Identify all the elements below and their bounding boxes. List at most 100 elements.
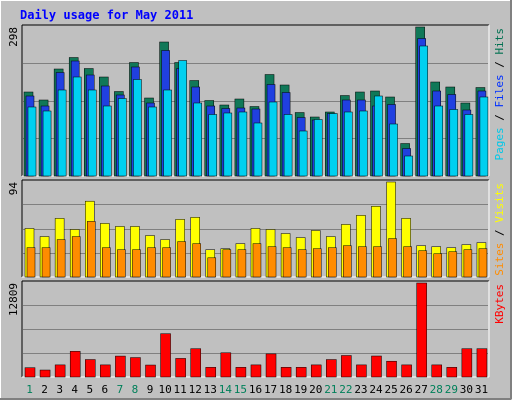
x-tick-day-28: 28 — [430, 383, 443, 396]
bar-sites-day-27 — [418, 250, 427, 278]
bar-kbytes-day-28 — [431, 364, 442, 378]
bar-pages-day-2 — [42, 110, 52, 177]
bar-sites-day-11 — [177, 241, 186, 278]
bar-pages-day-18 — [283, 114, 293, 177]
bar-sites-day-5 — [87, 221, 96, 278]
bar-sites-day-12 — [192, 243, 201, 278]
bar-kbytes-day-8 — [130, 357, 141, 378]
bar-pages-day-7 — [118, 98, 127, 177]
bar-pages-day-3 — [57, 89, 67, 177]
legend-sites: Sites — [493, 243, 506, 276]
bar-kbytes-day-6 — [100, 364, 111, 378]
bar-pages-day-23 — [359, 110, 368, 177]
x-tick-day-15: 15 — [234, 383, 247, 396]
bar-pages-day-22 — [344, 111, 353, 177]
bar-kbytes-day-3 — [54, 364, 66, 378]
bar-kbytes-day-31 — [476, 348, 488, 378]
bar-sites-day-9 — [147, 247, 156, 278]
bar-kbytes-day-2 — [39, 369, 51, 378]
bar-pages-day-15 — [238, 111, 248, 177]
bar-sites-day-23 — [358, 246, 367, 278]
bar-sites-day-28 — [433, 253, 442, 278]
x-tick-day-4: 4 — [71, 383, 78, 396]
bar-sites-day-15 — [237, 249, 247, 278]
bar-kbytes-day-9 — [145, 364, 156, 378]
bar-kbytes-day-17 — [265, 353, 277, 378]
bar-kbytes-day-10 — [160, 333, 171, 378]
bar-pages-day-8 — [133, 79, 142, 177]
x-tick-day-5: 5 — [86, 383, 93, 396]
x-tick-day-12: 12 — [189, 383, 202, 396]
bar-kbytes-day-23 — [356, 364, 367, 378]
bar-kbytes-day-18 — [280, 367, 292, 378]
x-tick-day-11: 11 — [174, 383, 187, 396]
bar-sites-day-13 — [207, 257, 217, 278]
bar-sites-day-22 — [343, 245, 352, 278]
x-tick-day-3: 3 — [56, 383, 63, 396]
bar-kbytes-day-1 — [24, 367, 36, 378]
bar-pages-day-10 — [163, 89, 172, 177]
bar-sites-day-10 — [162, 247, 171, 278]
x-tick-day-31: 31 — [475, 383, 488, 396]
bar-pages-day-16 — [253, 122, 263, 177]
bar-pages-day-26 — [404, 155, 413, 177]
bar-pages-day-19 — [298, 130, 308, 177]
legend-files: Files — [493, 74, 506, 107]
bar-sites-day-2 — [41, 247, 51, 278]
x-tick-day-8: 8 — [132, 383, 139, 396]
bar-pages-day-12 — [193, 102, 202, 177]
bar-sites-day-17 — [267, 246, 277, 278]
x-tick-day-29: 29 — [445, 383, 458, 396]
bar-sites-day-19 — [297, 249, 307, 278]
bar-kbytes-day-19 — [295, 367, 307, 378]
bar-kbytes-day-7 — [115, 355, 126, 378]
bar-pages-day-6 — [103, 105, 112, 177]
bar-pages-day-21 — [329, 113, 338, 177]
bar-pages-day-30 — [464, 114, 474, 177]
bar-kbytes-day-22 — [341, 355, 352, 378]
x-tick-day-13: 13 — [204, 383, 217, 396]
bar-sites-day-20 — [312, 248, 322, 278]
legend-hits: Hits — [493, 28, 506, 55]
legend-visits: Visits — [493, 183, 506, 223]
bar-sites-day-14 — [222, 249, 232, 278]
bar-kbytes-day-13 — [205, 367, 217, 378]
bar-kbytes-day-11 — [175, 358, 186, 378]
bar-kbytes-day-29 — [446, 367, 458, 378]
x-tick-day-24: 24 — [369, 383, 383, 396]
x-tick-day-21: 21 — [324, 383, 337, 396]
x-tick-day-6: 6 — [102, 383, 109, 396]
bar-pages-day-14 — [223, 112, 233, 177]
bar-pages-day-9 — [148, 106, 157, 177]
x-tick-day-26: 26 — [400, 383, 413, 396]
x-tick-day-10: 10 — [158, 383, 171, 396]
bar-pages-day-11 — [178, 60, 187, 177]
bar-kbytes-day-4 — [69, 351, 81, 378]
legend-chart-3: KBytes — [493, 284, 506, 324]
bar-kbytes-day-24 — [371, 355, 382, 378]
bar-pages-day-27 — [419, 45, 428, 177]
x-tick-day-17: 17 — [264, 383, 277, 396]
chart-title: Daily usage for May 2011 — [20, 8, 193, 22]
x-tick-day-16: 16 — [249, 383, 262, 396]
bar-kbytes-day-27 — [416, 282, 427, 378]
x-tick-day-7: 7 — [117, 383, 124, 396]
bar-sites-day-30 — [463, 249, 473, 278]
x-tick-day-22: 22 — [339, 383, 352, 396]
bar-sites-day-29 — [448, 251, 458, 278]
x-tick-day-14: 14 — [219, 383, 233, 396]
legend-chart-2: Sites / Visits — [493, 183, 506, 276]
x-tick-day-23: 23 — [354, 383, 367, 396]
bar-sites-day-18 — [282, 247, 292, 278]
bar-kbytes-day-16 — [250, 364, 262, 378]
bar-sites-day-1 — [26, 247, 36, 278]
legend-pages: Pages — [493, 127, 506, 160]
bar-pages-day-5 — [88, 89, 97, 177]
x-tick-day-2: 2 — [41, 383, 48, 396]
bar-kbytes-day-30 — [461, 348, 473, 378]
bar-pages-day-13 — [208, 114, 218, 177]
bar-kbytes-day-20 — [310, 364, 322, 378]
bar-sites-day-21 — [328, 247, 337, 278]
